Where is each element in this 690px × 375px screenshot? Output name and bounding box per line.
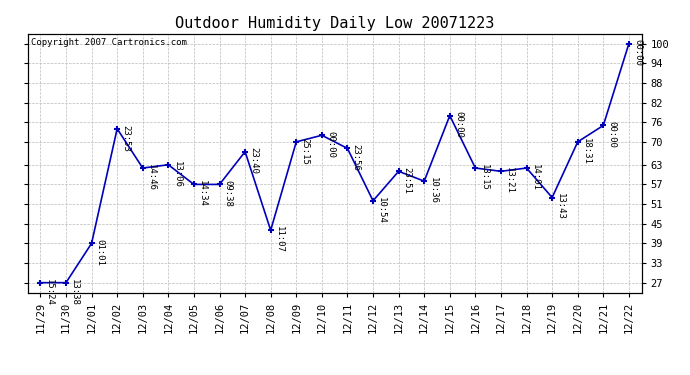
Text: 13:43: 13:43	[556, 194, 565, 220]
Text: 18:31: 18:31	[582, 138, 591, 165]
Text: 23:56: 23:56	[352, 144, 361, 171]
Text: 25:15: 25:15	[300, 138, 309, 165]
Text: 11:07: 11:07	[275, 226, 284, 253]
Text: 23:53: 23:53	[121, 124, 130, 152]
Text: 23:51: 23:51	[403, 167, 412, 194]
Text: 00:00: 00:00	[454, 111, 463, 138]
Text: 00:00: 00:00	[633, 39, 642, 66]
Text: 14:01: 14:01	[531, 164, 540, 191]
Text: Copyright 2007 Cartronics.com: Copyright 2007 Cartronics.com	[30, 38, 186, 46]
Text: 23:40: 23:40	[249, 147, 258, 174]
Text: 10:36: 10:36	[428, 177, 437, 204]
Text: 13:06: 13:06	[172, 160, 181, 188]
Text: 00:00: 00:00	[326, 131, 335, 158]
Text: 13:21: 13:21	[505, 167, 514, 194]
Text: 15:24: 15:24	[45, 279, 54, 305]
Text: 13:15: 13:15	[480, 164, 489, 191]
Text: 01:01: 01:01	[96, 239, 105, 266]
Text: 14:46: 14:46	[147, 164, 156, 191]
Text: 10:54: 10:54	[377, 196, 386, 223]
Text: 14:34: 14:34	[198, 180, 207, 207]
Text: 09:38: 09:38	[224, 180, 233, 207]
Title: Outdoor Humidity Daily Low 20071223: Outdoor Humidity Daily Low 20071223	[175, 16, 494, 31]
Text: 13:38: 13:38	[70, 279, 79, 305]
Text: 00:00: 00:00	[607, 121, 616, 148]
